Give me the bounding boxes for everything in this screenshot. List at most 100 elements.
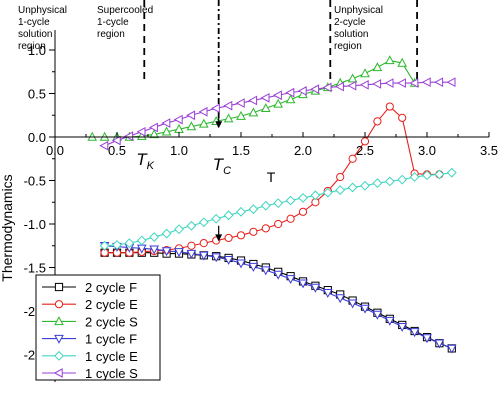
data-point <box>322 187 333 198</box>
tc-arrow-head <box>215 121 223 129</box>
data-point <box>148 122 158 133</box>
data-point <box>397 57 408 67</box>
data-point <box>421 77 431 88</box>
data-point <box>434 169 445 180</box>
data-point <box>248 204 259 215</box>
legend-marker <box>54 282 64 292</box>
x-tick-label: 1.0 <box>170 143 188 158</box>
data-point <box>285 195 296 206</box>
data-point <box>347 182 358 193</box>
data-point <box>236 259 246 269</box>
data-point <box>198 118 209 128</box>
data-point <box>372 310 383 320</box>
region-label: 1-cycle <box>97 17 129 28</box>
data-point <box>434 77 444 88</box>
data-point <box>384 78 394 88</box>
data-point <box>223 113 234 123</box>
data-point <box>384 316 395 326</box>
data-point <box>335 294 346 304</box>
data-point <box>236 231 246 240</box>
data-point <box>335 185 346 195</box>
legend-marker <box>54 300 64 309</box>
legend-marker <box>53 368 63 378</box>
data-point <box>384 176 395 187</box>
data-point <box>223 255 234 265</box>
data-point <box>446 167 457 178</box>
x-tick-label: 1.5 <box>232 143 250 158</box>
region-label: region <box>18 41 46 52</box>
data-point <box>298 192 308 203</box>
legend-marker <box>54 316 64 326</box>
region-label: Unphysical <box>334 5 383 16</box>
data-point <box>334 81 344 92</box>
data-point <box>261 224 270 233</box>
data-point <box>111 135 121 146</box>
data-point <box>298 207 308 216</box>
data-point <box>186 121 197 131</box>
x-axis-title: T <box>267 169 276 185</box>
data-point <box>124 238 135 249</box>
data-point <box>336 172 345 182</box>
legend: 2 cycle F 2 cycle E 2 cycle S 1 cycle F 1 cy… <box>35 274 161 381</box>
data-point <box>310 84 320 94</box>
y-tick-label: 0.5 <box>28 87 46 102</box>
data-point <box>347 299 358 309</box>
x-tick-label: 3.0 <box>418 143 436 158</box>
legend-box <box>35 274 161 381</box>
data-point <box>272 90 282 101</box>
data-point <box>273 98 284 108</box>
data-point <box>236 206 246 217</box>
data-point <box>286 214 295 223</box>
data-point <box>174 224 184 235</box>
tc-arrow-head <box>215 234 223 242</box>
data-point <box>273 270 284 280</box>
data-point <box>198 217 209 228</box>
data-point <box>112 239 122 250</box>
data-point <box>322 289 333 298</box>
data-point <box>384 55 395 65</box>
data-point <box>149 232 160 242</box>
region-label: region <box>334 41 362 52</box>
data-point <box>248 107 259 117</box>
data-point <box>210 103 220 114</box>
data-point <box>446 344 457 354</box>
data-point <box>273 198 284 209</box>
legend-label: 2 cycle F <box>85 280 137 295</box>
data-point <box>136 235 147 246</box>
data-point <box>187 241 196 250</box>
data-point <box>285 87 295 98</box>
x-tick-label: 0.5 <box>108 143 126 158</box>
tk-label: TK <box>136 150 154 172</box>
legend-label: 1 cycle E <box>85 349 138 364</box>
data-point <box>124 131 134 141</box>
data-point <box>161 118 171 128</box>
data-point <box>372 178 383 189</box>
data-point <box>99 140 109 151</box>
data-point <box>397 322 408 332</box>
data-point <box>360 137 370 146</box>
data-point <box>249 227 258 236</box>
y-axis-title: Thermodynamics <box>0 174 15 281</box>
tc-label: TC <box>213 155 231 177</box>
y-tick-label: 1.0 <box>28 43 46 58</box>
data-point <box>446 77 456 88</box>
data-point <box>434 339 445 349</box>
data-point <box>173 114 183 125</box>
data-point <box>186 220 197 231</box>
data-point <box>385 102 394 111</box>
y-tick-label: -1.5 <box>24 261 46 276</box>
data-point <box>99 240 110 251</box>
data-point <box>260 103 271 112</box>
data-point <box>199 239 208 248</box>
legend-marker <box>54 350 64 361</box>
data-point <box>274 219 283 229</box>
region-label: Unphysical <box>18 5 67 16</box>
data-point <box>297 86 307 96</box>
data-point <box>260 93 270 103</box>
data-point <box>161 247 172 257</box>
data-point <box>198 251 209 261</box>
data-point <box>409 328 420 338</box>
data-point <box>198 106 208 117</box>
data-point <box>260 200 271 211</box>
